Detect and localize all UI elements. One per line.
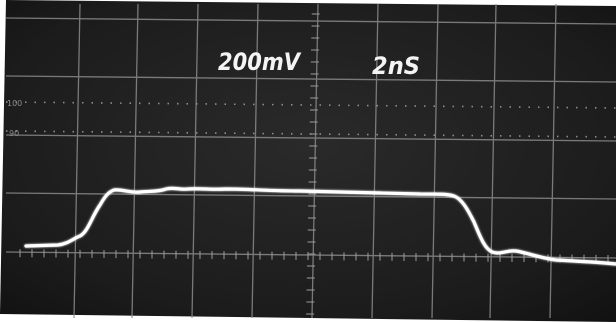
volts-per-div-label: 200mV	[218, 48, 302, 76]
graticule-vline-2	[131, 3, 139, 319]
reticle-mark-bottom: 90	[9, 129, 19, 138]
reticle-mark-top: 100	[7, 99, 22, 108]
graticule-vline-8	[489, 3, 497, 319]
graticule-hline-1	[5, 17, 616, 25]
graticule-vline-9	[549, 3, 557, 319]
reticle-row-top	[5, 101, 616, 109]
graticule-vline-6	[371, 3, 379, 319]
graticule-grid	[5, 3, 616, 319]
graticule-hline-5	[5, 251, 616, 259]
graticule-hline-3	[5, 134, 616, 142]
center-axis-ticks	[19, 13, 609, 315]
graticule-vline-4	[251, 3, 259, 319]
graticule-vline-1	[73, 3, 81, 319]
pulse-waveform-trace	[24, 186, 616, 266]
graticule-vline-7	[431, 3, 439, 319]
graticule-hline-2	[5, 75, 616, 83]
time-per-div-label: 2nS	[372, 52, 420, 80]
graticule-vline-3	[191, 3, 199, 319]
